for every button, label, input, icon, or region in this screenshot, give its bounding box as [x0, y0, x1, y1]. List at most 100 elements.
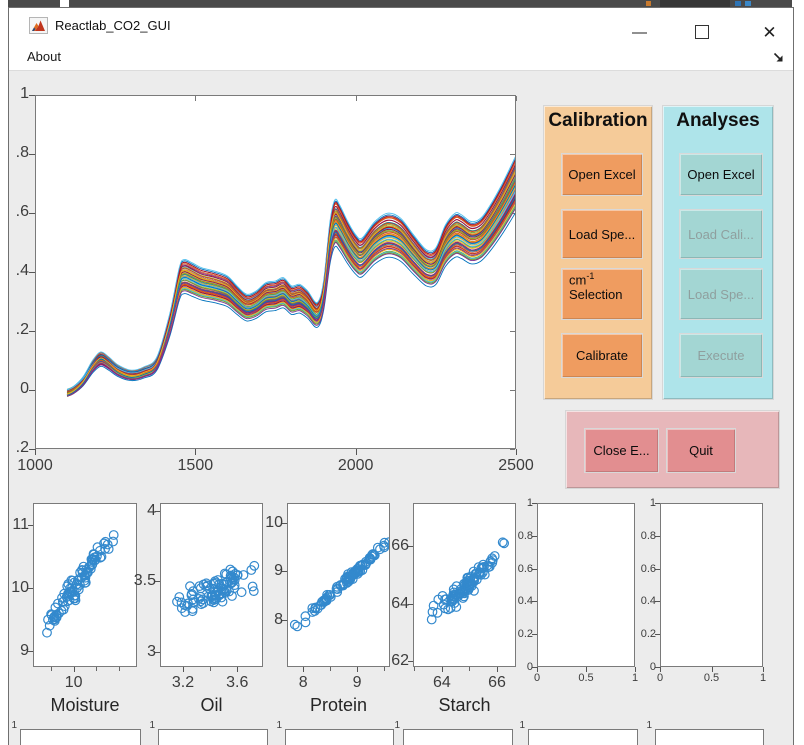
analyses-open-excel-button[interactable]: Open Excel — [679, 153, 763, 196]
maximize-button[interactable] — [678, 16, 725, 52]
spectra-ytick-mark — [29, 154, 35, 155]
empty1-xtick-label: 0.5 — [578, 672, 594, 684]
protein-title: Protein — [309, 695, 368, 715]
background-window-orange-dot — [646, 1, 651, 6]
close-button[interactable]: ✕ — [746, 16, 793, 52]
spectra-ytick-mark — [29, 272, 35, 273]
protein-data-point — [360, 559, 371, 570]
moisture-ytick-label: 9 — [20, 642, 29, 660]
spectrum-line — [66, 158, 515, 391]
protein-data-point — [367, 549, 378, 559]
oil-data-point — [216, 592, 227, 603]
spectra-ytick-mark-inner — [510, 449, 515, 450]
protein-data-point — [300, 617, 311, 628]
partial-axes-ytick-label-4: 1 — [519, 720, 525, 731]
oil-data-point — [247, 581, 258, 592]
starch-xtick-label: 64 — [433, 674, 451, 691]
spectra-ytick-mark-inner — [510, 390, 515, 391]
protein-ytick-label: 10 — [265, 513, 283, 531]
spectra-xtick-mark — [35, 449, 36, 455]
oil-data-point — [203, 591, 214, 602]
spectra-ytick-mark-inner — [510, 331, 515, 332]
moisture-data-point — [47, 614, 58, 625]
calibration-calibrate-button[interactable]: Calibrate — [561, 333, 643, 378]
quit-button[interactable]: Quit — [666, 428, 736, 473]
starch-ytick-mark — [408, 603, 413, 605]
empty2-ytick-mark — [655, 634, 660, 636]
spectra-ytick-label: 0 — [20, 380, 29, 397]
protein-data-point — [351, 566, 361, 577]
starch-data-point — [460, 585, 471, 596]
spectrum-line — [66, 167, 515, 397]
spectrum-line — [66, 171, 515, 397]
dock-figure-arrow-icon[interactable] — [772, 51, 785, 64]
moisture-data-point — [44, 620, 55, 631]
starch-data-point — [499, 538, 509, 549]
moisture-data-point — [80, 570, 90, 581]
calibration-wavenumber-selection-button[interactable]: cm-1 Selection — [561, 268, 643, 320]
empty2-xtick-mark — [763, 667, 764, 672]
protein-xminor-tick — [330, 667, 332, 671]
oil-data-point — [194, 581, 205, 591]
analyses-load-calibration-button[interactable]: Load Cali... — [679, 209, 763, 259]
starch-xtick-mark — [496, 667, 498, 672]
oil-data-point — [195, 596, 206, 607]
protein-xtick-label: 8 — [298, 674, 308, 691]
analyses-execute-button[interactable]: Execute — [679, 333, 763, 378]
moisture-data-point — [65, 583, 75, 594]
calibration-panel: Calibration Open Excel Load Spe... cm-1 … — [543, 105, 653, 400]
window-title: Reactlab_CO2_GUI — [55, 18, 171, 33]
starch-data-point — [426, 614, 437, 625]
spectrum-line — [66, 208, 515, 396]
oil-ytick-label: 4 — [147, 502, 156, 520]
empty2-ytick-label: 1 — [649, 497, 656, 509]
empty2-ytick-label: 0 — [649, 661, 656, 673]
protein-xtick-mark — [357, 667, 359, 672]
spectrum-line — [66, 177, 515, 392]
analyses-load-spectra-button[interactable]: Load Spe... — [679, 268, 763, 320]
moisture-xminor-tick — [51, 667, 53, 671]
protein-data-point — [339, 578, 349, 589]
calibration-open-excel-button[interactable]: Open Excel — [561, 153, 643, 196]
spectra-lines-svg — [66, 156, 515, 398]
starch-data-point — [469, 574, 479, 585]
close-excel-button[interactable]: Close E... — [584, 428, 659, 473]
oil-data-point — [229, 583, 240, 593]
spectrum-line — [66, 174, 515, 394]
oil-data-point — [172, 596, 182, 607]
oil-xtick-mark — [237, 667, 239, 672]
spectrum-line — [66, 170, 515, 393]
spectrum-line — [66, 164, 515, 396]
spectrum-line — [66, 161, 515, 394]
empty1-ytick-mark — [532, 601, 537, 603]
oil-xminor-tick — [210, 667, 212, 671]
partial-axes-box-2 — [285, 729, 394, 745]
spectra-xtick-label: 1500 — [177, 457, 214, 474]
minimize-button[interactable]: — — [616, 16, 663, 52]
empty2-ytick-mark — [655, 667, 660, 668]
menu-about[interactable]: About — [27, 49, 61, 64]
moisture-ytick-label: 11 — [12, 516, 29, 534]
starch-data-point — [463, 585, 474, 595]
title-bar[interactable]: Reactlab_CO2_GUI — ✕ — [9, 8, 793, 44]
oil-xtick-label: 3.2 — [171, 674, 195, 691]
starch-data-point — [428, 600, 439, 611]
protein-ytick-mark — [282, 619, 287, 621]
oil-data-point — [230, 568, 241, 579]
spectra-xtick-mark-inner — [195, 96, 197, 101]
empty1-xtick-mark — [537, 667, 538, 672]
moisture-data-point — [108, 530, 119, 540]
protein-data-point — [300, 611, 311, 622]
oil-ytick-label: 3.5 — [133, 572, 156, 590]
empty1-ytick-label: 0.6 — [517, 562, 533, 575]
moisture-data-point — [86, 560, 97, 570]
exit-panel: Close E... Quit — [565, 410, 780, 489]
empty2-ytick-mark — [655, 601, 660, 603]
background-window-blue-dot — [735, 1, 741, 6]
calibration-load-spectra-button[interactable]: Load Spe... — [561, 209, 643, 259]
starch-data-point — [446, 596, 456, 607]
spectra-ytick-mark — [29, 449, 35, 450]
spectra-ytick-mark — [29, 95, 35, 96]
analyses-panel: Analyses Open Excel Load Cali... Load Sp… — [662, 105, 774, 400]
